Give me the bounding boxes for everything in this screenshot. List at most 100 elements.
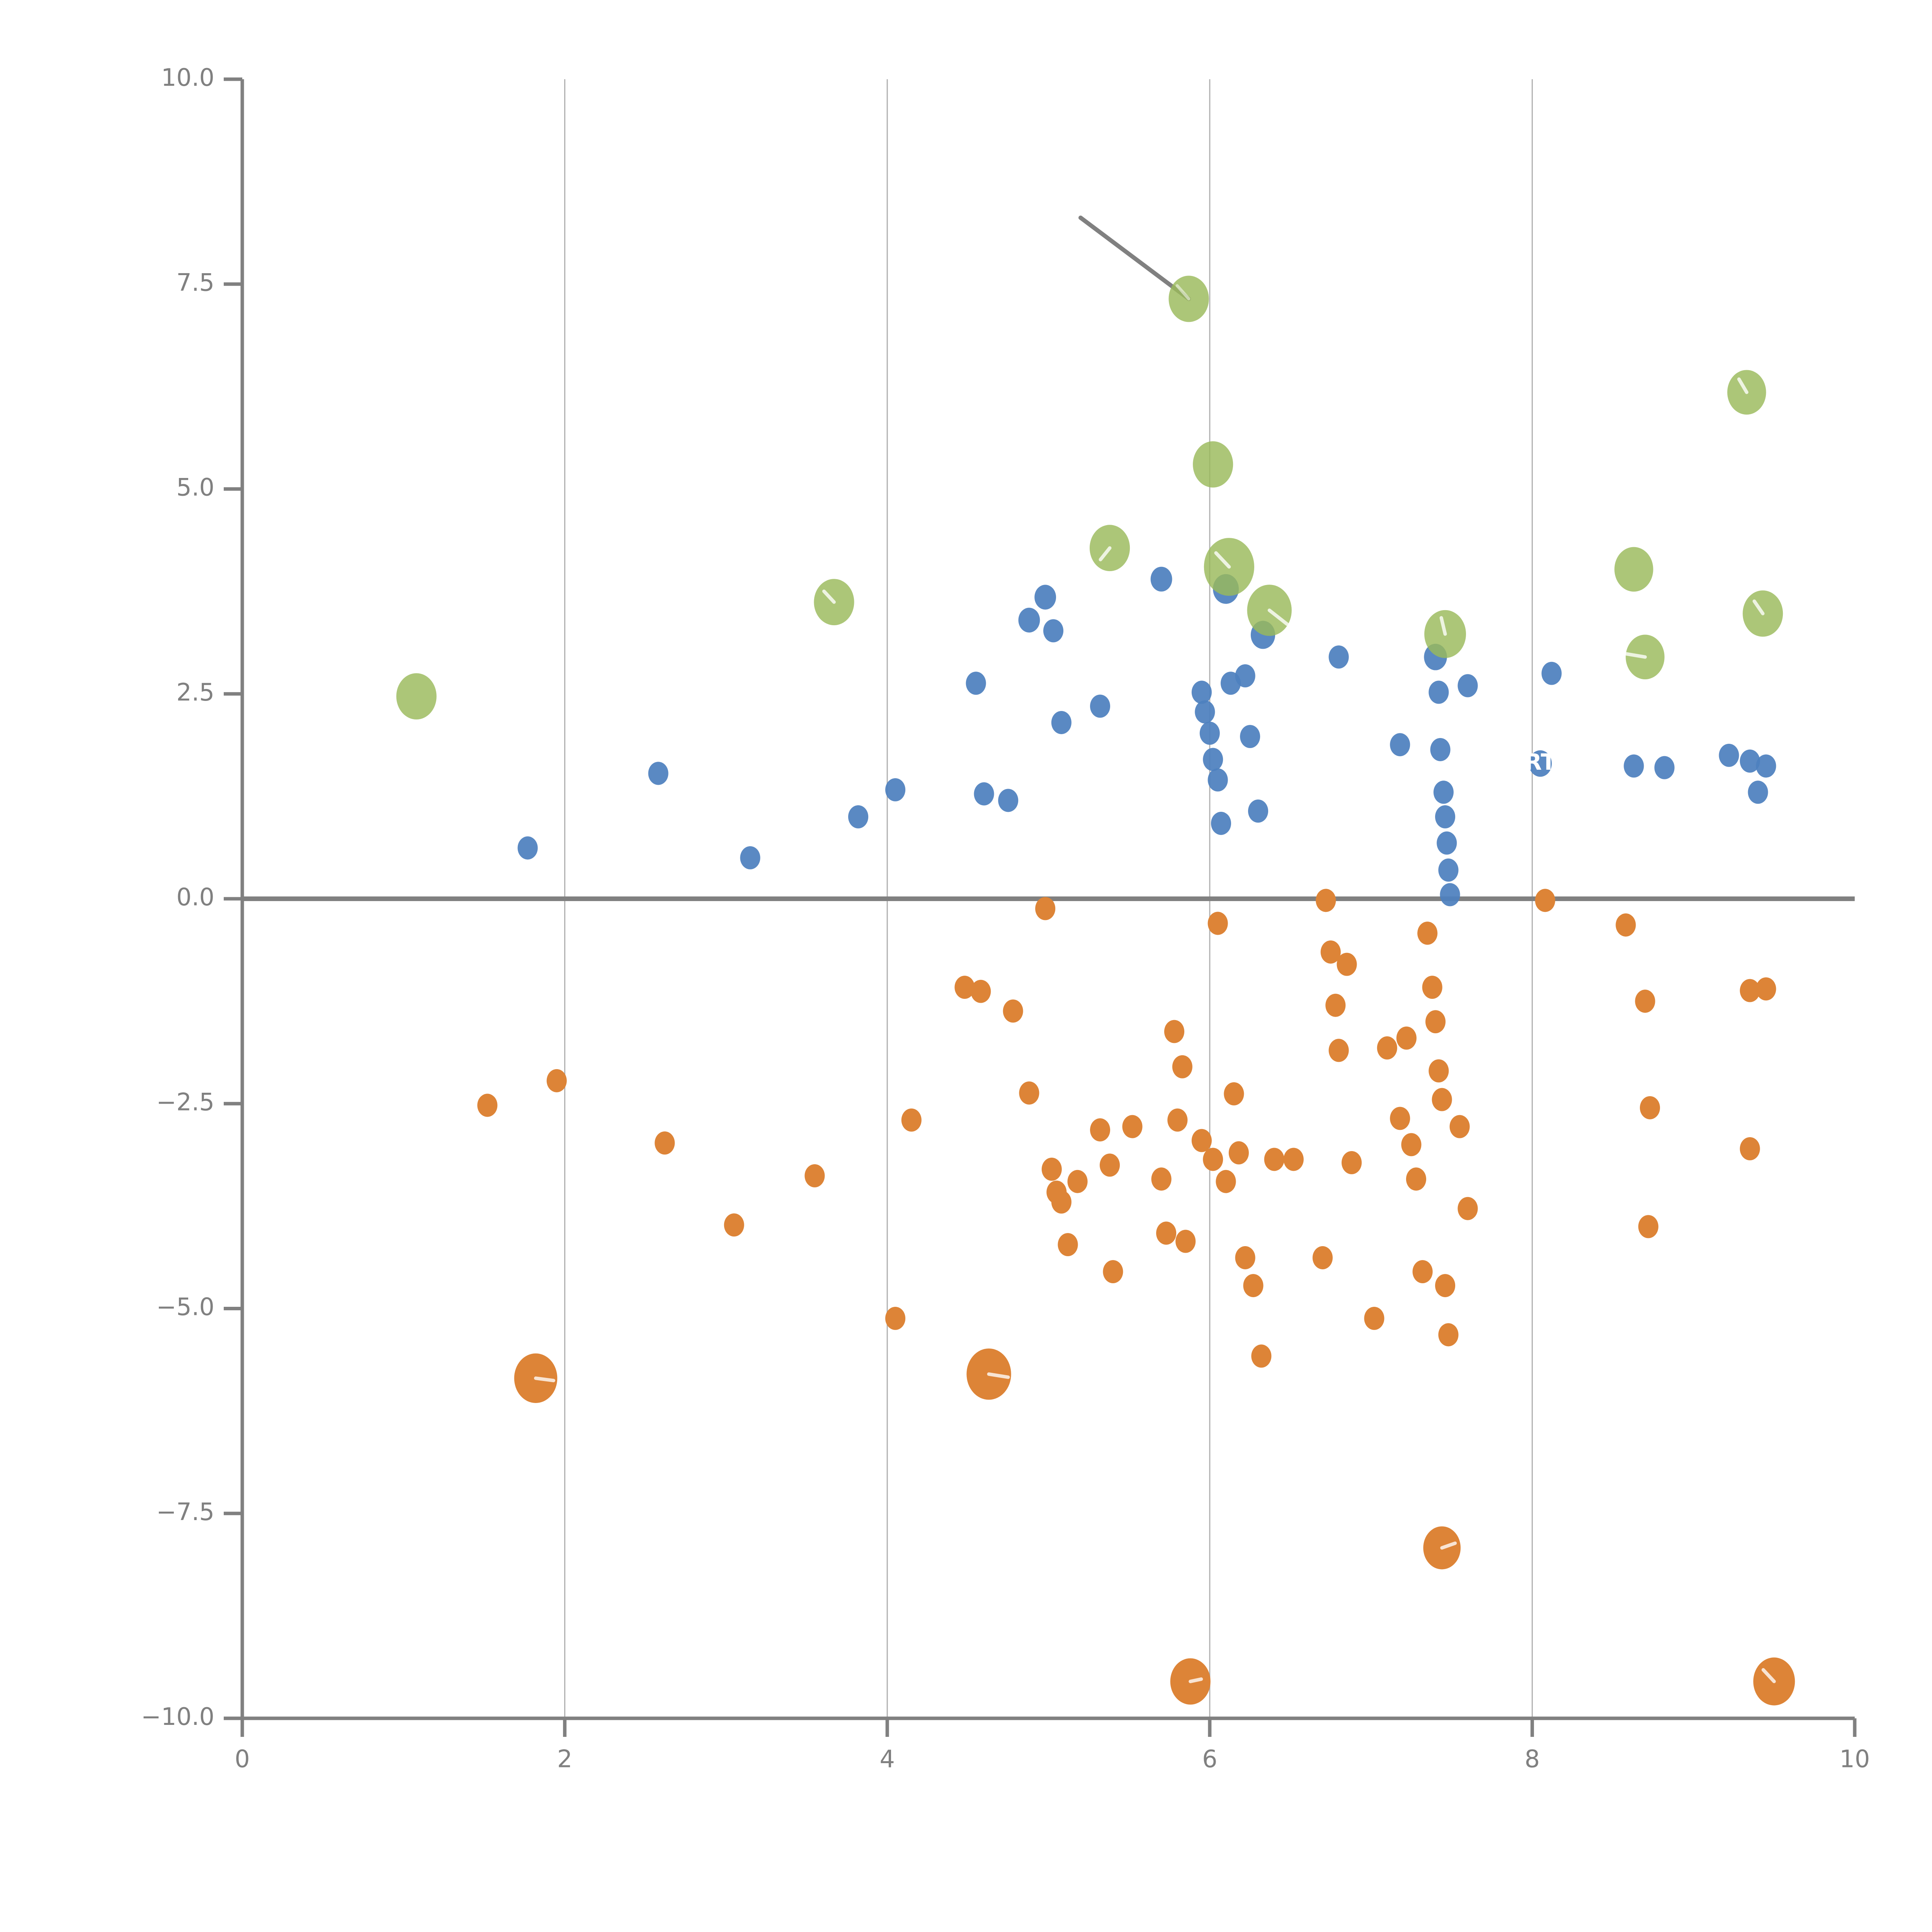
data-point-orange[interactable] (1740, 979, 1760, 1002)
data-point-orange[interactable] (1090, 1118, 1111, 1142)
data-point-blue[interactable] (1437, 831, 1457, 855)
data-point-blue[interactable] (848, 805, 869, 828)
data-point-orange[interactable] (1167, 1108, 1188, 1132)
series-blue[interactable] (517, 566, 1776, 906)
data-point-blue[interactable] (1429, 680, 1449, 704)
data-point-orange[interactable] (1401, 1133, 1422, 1156)
data-point-orange[interactable] (1638, 1215, 1658, 1238)
data-point-orange[interactable] (1058, 1233, 1078, 1257)
data-point-orange[interactable] (1364, 1306, 1384, 1330)
data-point-orange[interactable] (1390, 1107, 1410, 1130)
data-point-blue[interactable] (1150, 566, 1172, 592)
data-point-blue[interactable] (648, 762, 668, 785)
data-point-orange[interactable] (1122, 1115, 1143, 1138)
data-point-orange[interactable] (1035, 897, 1056, 920)
data-point-orange[interactable] (1172, 1055, 1192, 1078)
data-point-orange[interactable] (1320, 940, 1341, 964)
data-point-orange[interactable] (655, 1131, 675, 1155)
data-point-blue[interactable] (1090, 694, 1111, 718)
data-point-blue[interactable] (1199, 721, 1220, 745)
data-point-orange[interactable] (1635, 990, 1655, 1013)
data-point-blue[interactable] (885, 778, 906, 801)
data-point-blue[interactable] (998, 789, 1019, 812)
data-point-blue[interactable] (1051, 711, 1071, 734)
data-point-green[interactable] (1193, 441, 1233, 488)
data-point-orange[interactable] (724, 1213, 744, 1237)
data-point-orange[interactable] (1224, 1082, 1244, 1105)
data-point-orange[interactable] (1103, 1260, 1123, 1284)
data-point-orange[interactable] (1264, 1148, 1284, 1171)
data-point-orange[interactable] (1458, 1197, 1478, 1220)
data-point-blue[interactable] (1433, 781, 1454, 804)
data-point-orange[interactable] (1337, 952, 1357, 976)
data-point-orange[interactable] (1312, 1246, 1333, 1269)
data-point-orange[interactable] (1100, 1153, 1120, 1177)
data-point-orange[interactable] (1216, 1170, 1236, 1193)
data-point-orange[interactable] (1639, 1096, 1660, 1119)
data-point-orange[interactable] (1535, 889, 1555, 912)
data-point-orange[interactable] (971, 980, 991, 1003)
data-point-orange[interactable] (1341, 1151, 1362, 1174)
data-point-orange[interactable] (1432, 1088, 1452, 1111)
data-point-orange[interactable] (1251, 1344, 1272, 1368)
data-point-blue[interactable] (1203, 748, 1223, 771)
data-point-orange[interactable] (1316, 889, 1336, 912)
data-point-orange[interactable] (1228, 1141, 1249, 1165)
data-point-orange[interactable] (477, 1094, 498, 1117)
data-point-orange[interactable] (1003, 999, 1023, 1023)
series-green[interactable] (396, 276, 1783, 720)
data-point-blue[interactable] (1328, 645, 1349, 669)
data-point-orange[interactable] (1151, 1167, 1172, 1191)
data-point-orange[interactable] (1412, 1260, 1433, 1284)
data-point-blue[interactable] (1191, 680, 1212, 704)
data-point-orange[interactable] (1435, 1274, 1456, 1298)
data-point-orange[interactable] (1377, 1036, 1397, 1060)
data-point-blue[interactable] (1435, 805, 1456, 828)
data-point-green[interactable] (1614, 547, 1653, 592)
data-point-blue[interactable] (1624, 754, 1644, 778)
data-point-orange[interactable] (1406, 1167, 1426, 1191)
data-point-orange[interactable] (1422, 976, 1442, 999)
data-point-blue[interactable] (1438, 858, 1459, 882)
data-point-blue[interactable] (966, 672, 986, 695)
data-point-blue[interactable] (1211, 811, 1231, 835)
data-point-orange[interactable] (1616, 913, 1636, 937)
data-point-blue[interactable] (1748, 781, 1768, 804)
data-point-orange[interactable] (1235, 1246, 1255, 1269)
data-point-blue[interactable] (1034, 585, 1056, 610)
data-point-orange[interactable] (1051, 1190, 1071, 1214)
data-point-blue[interactable] (1756, 754, 1776, 778)
data-point-orange[interactable] (954, 976, 975, 999)
data-point-green[interactable] (396, 673, 437, 720)
data-point-orange[interactable] (1438, 1323, 1459, 1347)
data-point-blue[interactable] (1529, 750, 1552, 777)
series-orange[interactable] (477, 889, 1795, 1706)
data-point-orange[interactable] (1449, 1115, 1470, 1138)
data-point-orange[interactable] (1156, 1221, 1177, 1245)
data-point-orange[interactable] (1041, 1157, 1062, 1181)
data-point-blue[interactable] (1430, 738, 1451, 761)
data-point-blue[interactable] (974, 782, 994, 806)
data-point-orange[interactable] (1325, 993, 1346, 1017)
data-point-blue[interactable] (1208, 768, 1228, 792)
data-point-orange[interactable] (1019, 1081, 1039, 1105)
data-point-blue[interactable] (1440, 883, 1460, 906)
data-point-blue[interactable] (517, 836, 538, 860)
data-point-orange[interactable] (1164, 1020, 1185, 1043)
data-point-orange[interactable] (1425, 1010, 1446, 1034)
data-point-blue[interactable] (1541, 662, 1562, 685)
data-point-blue[interactable] (1043, 619, 1064, 643)
data-point-blue[interactable] (1240, 725, 1260, 748)
data-point-orange[interactable] (1396, 1026, 1417, 1050)
data-point-orange[interactable] (1175, 1230, 1196, 1253)
data-point-orange[interactable] (1283, 1148, 1304, 1171)
data-point-blue[interactable] (1248, 799, 1269, 823)
data-point-orange[interactable] (1429, 1059, 1449, 1083)
data-point-blue[interactable] (1458, 674, 1478, 697)
data-point-orange[interactable] (546, 1069, 567, 1092)
data-point-orange[interactable] (885, 1306, 906, 1330)
data-point-blue[interactable] (1654, 756, 1675, 779)
data-point-orange[interactable] (1067, 1170, 1088, 1193)
data-points-group[interactable] (396, 276, 1795, 1706)
data-point-orange[interactable] (1328, 1039, 1349, 1062)
